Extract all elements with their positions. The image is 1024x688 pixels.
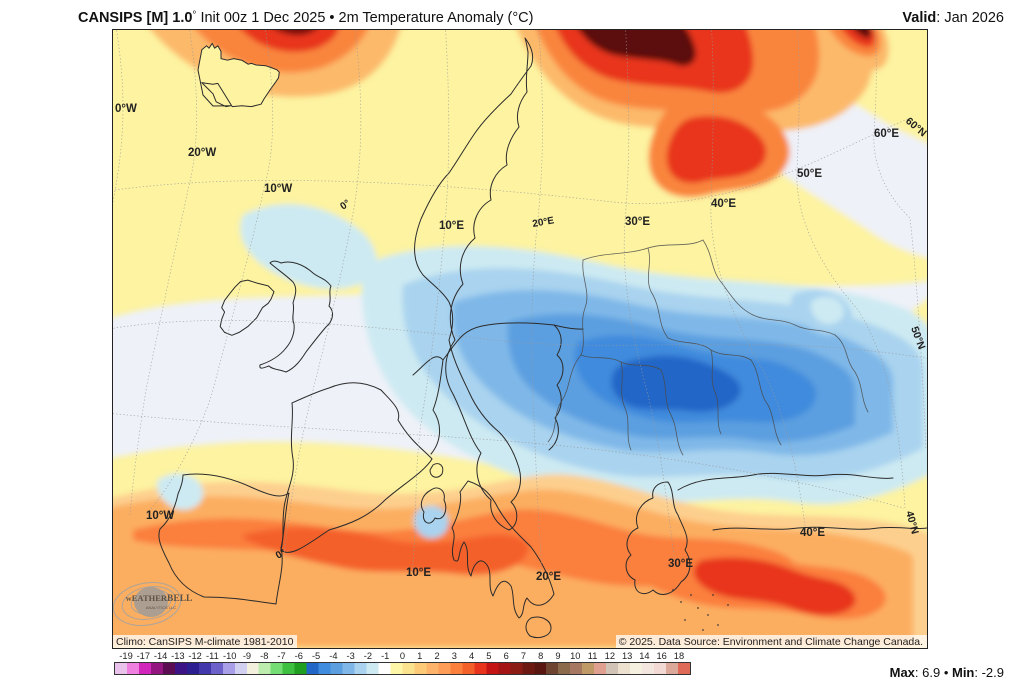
svg-text:10°E: 10°E: [406, 567, 431, 579]
svg-text:60°E: 60°E: [874, 128, 899, 140]
svg-text:40°E: 40°E: [711, 198, 736, 210]
svg-text:20°E: 20°E: [536, 571, 561, 583]
svg-text:30°E: 30°E: [625, 216, 650, 228]
svg-text:20°W: 20°W: [188, 147, 216, 159]
svg-text:10°W: 10°W: [264, 183, 292, 195]
svg-text:40°E: 40°E: [800, 527, 825, 539]
svg-text:10°E: 10°E: [439, 220, 464, 232]
svg-text:10°W: 10°W: [146, 510, 174, 522]
svg-text:WEATHERBELL: WEATHERBELL: [126, 593, 193, 604]
svg-text:ANALYTICS LLC: ANALYTICS LLC: [146, 605, 176, 610]
svg-text:0°W: 0°W: [115, 103, 137, 115]
svg-text:50°E: 50°E: [797, 168, 822, 180]
svg-text:30°E: 30°E: [668, 558, 693, 570]
